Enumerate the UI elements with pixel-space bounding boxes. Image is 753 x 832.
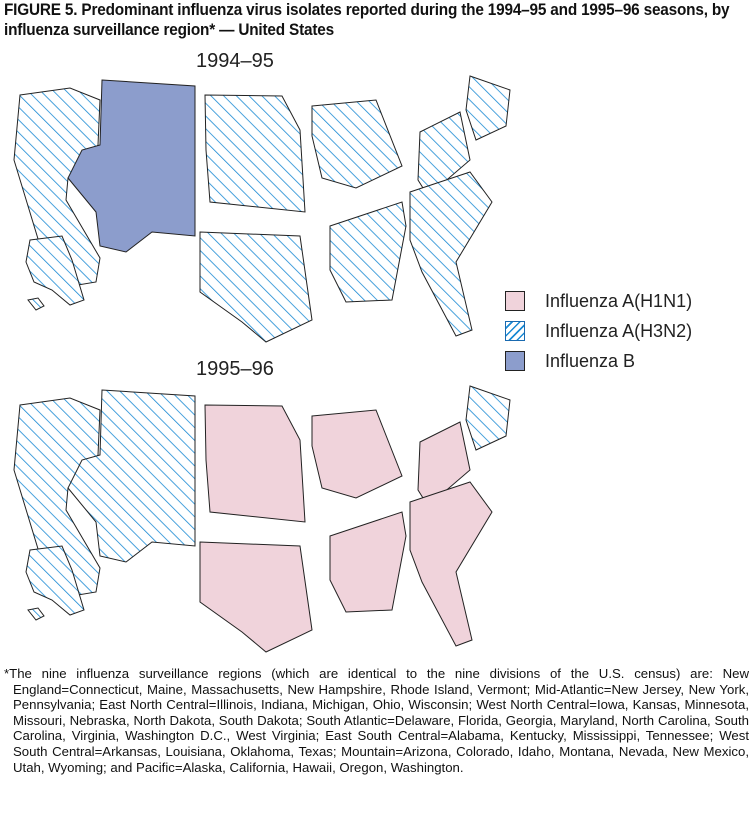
map-title-1994-95: 1994–95 (196, 50, 274, 72)
region-east-north-central (311, 409, 403, 499)
region-mountain (67, 79, 196, 253)
legend-item-h3n2: Influenza A(H3N2) (505, 316, 692, 346)
region-middle-atlantic (417, 111, 471, 197)
region-east-north-central (311, 99, 403, 189)
region-west-south-central (199, 231, 313, 343)
region-west-south-central (199, 541, 313, 653)
region-new-england (465, 75, 511, 141)
legend-label-h1n1: Influenza A(H1N1) (545, 290, 693, 311)
legend: Influenza A(H1N1) Influenza A(H3N2) Infl… (505, 286, 692, 376)
legend-item-b: Influenza B (505, 346, 692, 376)
region-pacific (27, 297, 45, 311)
legend-swatch-h1n1 (505, 291, 525, 311)
region-west-north-central (204, 94, 306, 213)
region-middle-atlantic (417, 421, 471, 507)
region-pacific (25, 545, 85, 616)
footnote: *The nine influenza surveillance regions… (4, 666, 749, 775)
legend-label-h3n2: Influenza A(H3N2) (545, 320, 693, 341)
map-1995-96 (13, 385, 511, 653)
legend-item-h1n1: Influenza A(H1N1) (505, 286, 692, 316)
region-east-south-central (329, 511, 407, 613)
figure-title: FIGURE 5. Predominant influenza virus is… (4, 1, 730, 39)
region-pacific (25, 235, 85, 306)
legend-label-b: Influenza B (545, 350, 636, 371)
legend-swatch-b (505, 351, 525, 371)
region-west-north-central (204, 404, 306, 523)
region-new-england (465, 385, 511, 451)
region-pacific (27, 607, 45, 621)
region-mountain (67, 389, 196, 563)
region-south-atlantic (409, 481, 493, 647)
region-east-south-central (329, 201, 407, 303)
map-title-1995-96: 1995–96 (196, 358, 274, 380)
map-1994-95 (13, 75, 511, 343)
footnote-text: *The nine influenza surveillance regions… (4, 666, 749, 775)
legend-swatch-h3n2 (505, 321, 525, 341)
region-south-atlantic (409, 171, 493, 337)
